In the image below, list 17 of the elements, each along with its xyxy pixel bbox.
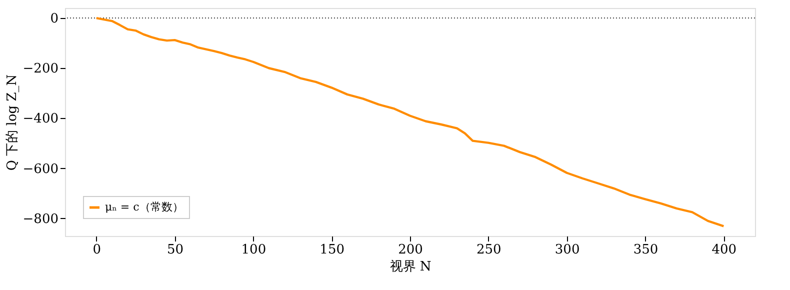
- x-tick-label: 0: [92, 242, 102, 258]
- x-tick-label: 350: [633, 242, 658, 258]
- legend-label: μₙ = c（常数）: [105, 200, 184, 214]
- y-axis-title: Q 下的 log Z_N: [4, 74, 20, 171]
- x-axis-title: 视界 N: [390, 260, 432, 274]
- y-tick-label: −200: [22, 62, 58, 77]
- x-tick-label: 300: [554, 242, 580, 258]
- y-tick-label: −600: [22, 162, 58, 177]
- y-tick-label: −800: [22, 212, 58, 227]
- x-tick-label: 250: [476, 242, 502, 258]
- x-tick-label: 50: [167, 242, 184, 258]
- y-tick-label: −400: [22, 112, 58, 127]
- x-tick-label: 200: [398, 242, 423, 258]
- y-tick-label: 0: [50, 12, 58, 27]
- x-tick-label: 150: [320, 242, 345, 258]
- x-tick-label: 100: [241, 242, 266, 258]
- x-tick-label: 400: [712, 242, 737, 258]
